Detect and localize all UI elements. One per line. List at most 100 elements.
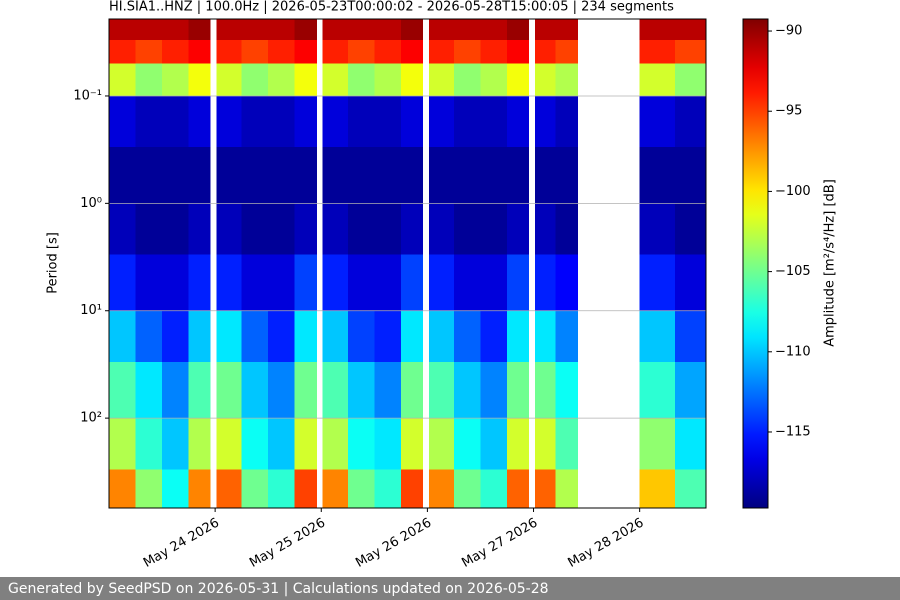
heat-cell — [188, 310, 211, 362]
heat-cell — [555, 418, 578, 470]
heat-cell — [241, 469, 269, 508]
heat-cell — [480, 39, 507, 64]
heat-cell — [639, 19, 676, 40]
heat-cell — [400, 418, 423, 470]
heat-cell — [428, 39, 454, 64]
heat-cell — [453, 63, 481, 96]
heat-cell — [216, 203, 242, 255]
heat-cell — [216, 39, 242, 64]
heat-cell — [216, 147, 242, 204]
heat-cell — [428, 19, 454, 40]
colorbar-tick-label: −95 — [775, 104, 802, 119]
heat-cell — [453, 39, 481, 64]
heat-cell — [555, 63, 578, 96]
heat-cell — [480, 19, 507, 40]
heat-cell — [506, 63, 530, 96]
heat-cell — [109, 254, 136, 311]
x-tick-label: May 24 2026 — [141, 516, 222, 571]
heat-cell — [322, 361, 348, 419]
heat-cell — [555, 203, 578, 255]
heat-cell — [216, 361, 242, 419]
heat-cell — [453, 203, 481, 255]
heat-cell — [639, 63, 676, 96]
heat-cell — [347, 95, 375, 148]
colorbar-tick-label: −115 — [775, 424, 811, 439]
heat-cell — [162, 95, 189, 148]
footer-bar — [0, 577, 900, 600]
heat-cell — [135, 63, 163, 96]
heat-cell — [216, 254, 242, 311]
heat-cell — [374, 19, 401, 40]
heat-cell — [216, 418, 242, 470]
heat-cell — [453, 254, 481, 311]
heat-cell — [480, 418, 507, 470]
heat-cell — [135, 95, 163, 148]
heat-cell — [453, 19, 481, 40]
heat-cell — [109, 361, 136, 419]
heat-cell — [109, 203, 136, 255]
y-tick-label: 10¹ — [80, 303, 102, 318]
heat-cell — [675, 418, 706, 470]
heat-cell — [374, 39, 401, 64]
heat-cell — [428, 203, 454, 255]
heat-cell — [480, 469, 507, 508]
heat-cell — [294, 203, 317, 255]
heat-cell — [555, 310, 578, 362]
heat-cell — [374, 63, 401, 96]
y-tick-label: 10⁰ — [80, 196, 102, 211]
y-tick-label: 10² — [80, 411, 102, 426]
heat-cell — [268, 203, 295, 255]
heat-cell — [188, 469, 211, 508]
heat-cell — [555, 469, 578, 508]
heat-cell — [480, 203, 507, 255]
heat-cell — [675, 19, 706, 40]
heat-cell — [555, 361, 578, 419]
heat-cell — [241, 95, 269, 148]
heat-cell — [294, 469, 317, 508]
colorbar-label: Amplitude [m²/s⁴/Hz] [dB] — [823, 179, 838, 347]
heat-cell — [322, 254, 348, 311]
heat-cell — [109, 469, 136, 508]
heat-cell — [268, 310, 295, 362]
heat-cell — [216, 95, 242, 148]
heat-cell — [535, 361, 556, 419]
heat-cell — [135, 418, 163, 470]
heat-cell — [506, 39, 530, 64]
heat-cell — [347, 19, 375, 40]
heat-cell — [216, 469, 242, 508]
heat-cell — [109, 95, 136, 148]
plot-frame — [108, 18, 707, 509]
heat-cell — [428, 63, 454, 96]
heat-cell — [241, 361, 269, 419]
heat-cell — [675, 203, 706, 255]
heat-cell — [109, 147, 136, 204]
x-tick-label: May 27 2026 — [459, 516, 540, 571]
heat-cell — [506, 147, 530, 204]
heat-cell — [347, 254, 375, 311]
heat-cell — [535, 203, 556, 255]
heat-cell — [294, 39, 317, 64]
heat-cell — [294, 95, 317, 148]
heat-cell — [294, 361, 317, 419]
heat-cell — [135, 19, 163, 40]
heat-cell — [268, 361, 295, 419]
heat-cell — [535, 95, 556, 148]
heat-cell — [188, 203, 211, 255]
heat-cell — [162, 19, 189, 40]
heat-cell — [322, 469, 348, 508]
heat-cell — [241, 63, 269, 96]
heat-cell — [480, 63, 507, 96]
heat-cell — [188, 418, 211, 470]
heat-cell — [188, 19, 211, 40]
heat-cell — [109, 310, 136, 362]
heat-cell — [506, 418, 530, 470]
heat-cell — [675, 95, 706, 148]
heat-cell — [109, 63, 136, 96]
heat-cell — [241, 39, 269, 64]
heat-cell — [639, 95, 676, 148]
heat-cell — [322, 19, 348, 40]
heat-cell — [480, 361, 507, 419]
heat-cell — [453, 147, 481, 204]
heat-cell — [480, 95, 507, 148]
heat-cell — [675, 361, 706, 419]
